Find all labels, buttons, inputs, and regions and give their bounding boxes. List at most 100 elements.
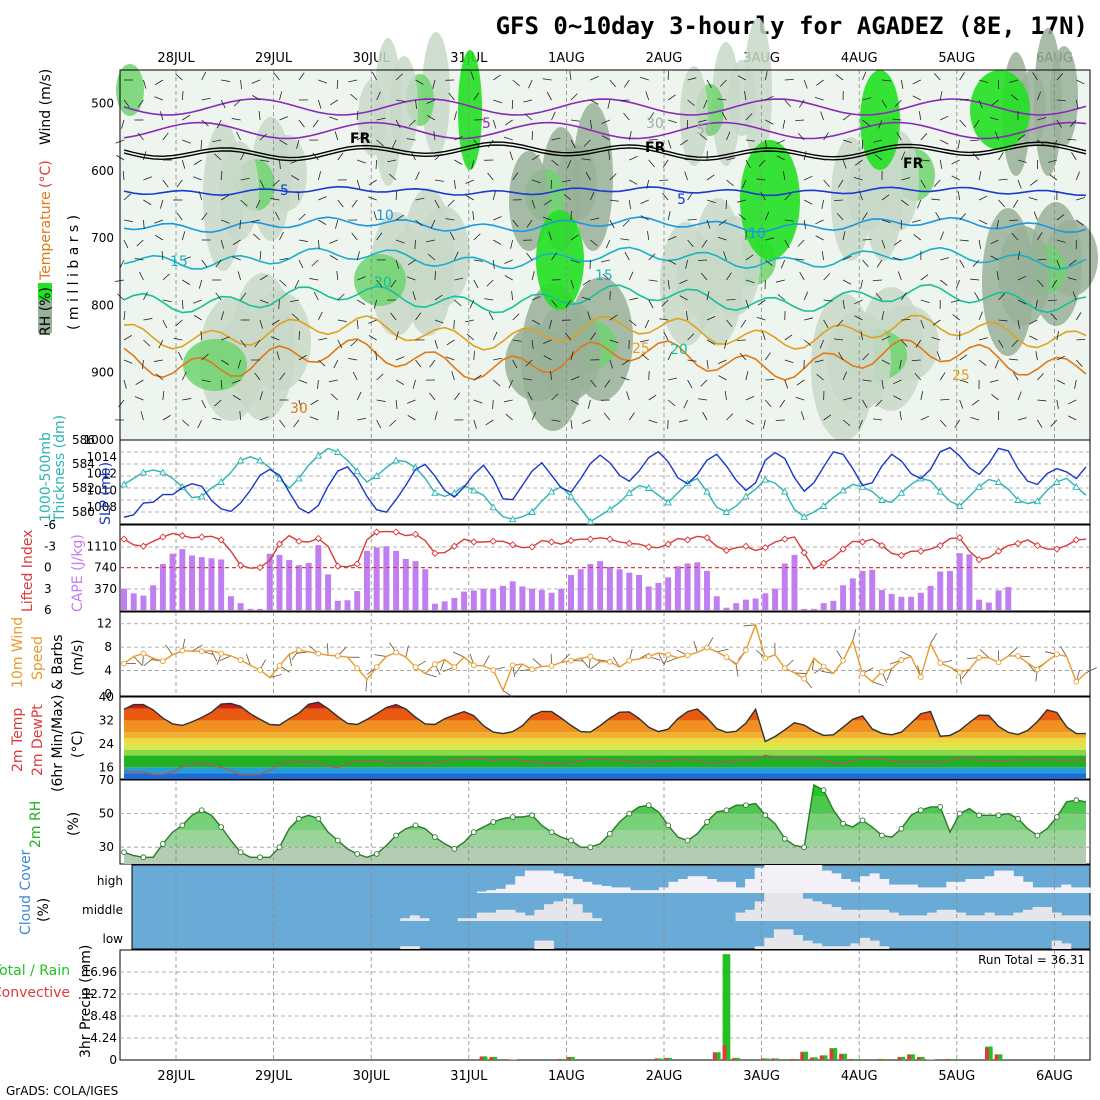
wind-barb-18-7 bbox=[298, 213, 306, 221]
wind-barb-24-17 bbox=[357, 417, 367, 421]
cloud-high-38 bbox=[496, 888, 507, 893]
wind-barb-44-7 bbox=[542, 216, 552, 221]
precip-conv-label: Convective bbox=[0, 985, 70, 1001]
bottom-date-2AUG: 2AUG bbox=[646, 1069, 683, 1084]
wind-barb-82-3 bbox=[920, 133, 928, 141]
wind-barb-90-6 bbox=[998, 199, 1005, 207]
rh2m-point-84 bbox=[937, 804, 944, 810]
wind-barb-20-0 bbox=[318, 79, 327, 84]
wind-barb-58-10 bbox=[679, 279, 688, 285]
wind-barb-72-3 bbox=[823, 132, 829, 141]
wind-barb-88-4 bbox=[972, 153, 980, 161]
cloud-high-41 bbox=[524, 870, 535, 893]
wind-barb-46-3 bbox=[570, 139, 576, 149]
wind-barb-96-11 bbox=[1047, 299, 1057, 302]
rh2m-tick-30: 30 bbox=[99, 840, 114, 854]
wind-barb-32-8 bbox=[426, 239, 436, 243]
run-total: Run Total = 36.31 bbox=[978, 953, 1085, 967]
wind-barb-38-9 bbox=[492, 259, 495, 269]
rh2m-point-38 bbox=[490, 819, 497, 825]
wind-barb-86-0 bbox=[959, 72, 965, 81]
wind10-point-90 bbox=[995, 659, 1002, 666]
rh2m-point-72 bbox=[820, 787, 827, 793]
wind-barb-28-1 bbox=[396, 99, 406, 102]
slp-label: SLP (mb) bbox=[98, 462, 114, 525]
wind-barb-46-1 bbox=[570, 93, 578, 101]
wind-barb-84-4 bbox=[939, 159, 943, 169]
wind-barb-26-5 bbox=[368, 179, 377, 186]
lifted-index-point-88 bbox=[975, 556, 983, 564]
wind-barb-16-15 bbox=[279, 372, 286, 381]
cape-bar-48 bbox=[587, 564, 594, 610]
cape-bar-77 bbox=[869, 569, 876, 610]
thickness-tick-584: 584 bbox=[72, 457, 95, 471]
wind-barb-14-7 bbox=[251, 219, 261, 223]
wind-barb-98-3 bbox=[1067, 138, 1077, 141]
temperature-contours bbox=[123, 98, 1087, 381]
wind10-point-62 bbox=[723, 654, 730, 660]
precip-conv-bar-63 bbox=[732, 1058, 737, 1060]
wind-barb-18-12 bbox=[291, 313, 300, 321]
bottom-date-axis: 28JUL 29JUL 30JUL 31JUL 1AUG 2AUG 3AUG 4AUG 5AUG… bbox=[157, 1069, 1072, 1084]
cloud-high-43 bbox=[543, 870, 554, 893]
wind-barb-66-1 bbox=[765, 95, 774, 101]
wind-barb-30-14 bbox=[415, 359, 422, 368]
cloud-middle-83 bbox=[927, 912, 938, 921]
wind-barb-0-2 bbox=[121, 119, 125, 129]
wind-barb-88-17 bbox=[970, 416, 980, 421]
wind10-barb-75 bbox=[852, 629, 857, 641]
wind-barb-62-2 bbox=[721, 112, 727, 121]
rh2m-point-26 bbox=[373, 851, 380, 857]
cloud-high-76 bbox=[860, 876, 871, 893]
wind10-speed-label: Speed bbox=[30, 636, 46, 680]
wind-barb-74-17 bbox=[842, 419, 851, 426]
wind-barb-80-3 bbox=[896, 132, 902, 141]
precip-conv-bar-66 bbox=[761, 1058, 766, 1060]
wind-barb-60-0 bbox=[706, 79, 712, 88]
cloud-middle-37 bbox=[486, 912, 497, 921]
rh2m-point-80 bbox=[898, 825, 905, 832]
wind-barb-6-8 bbox=[181, 231, 186, 241]
wind-barb-84-1 bbox=[939, 91, 943, 101]
wind-barb-20-7 bbox=[318, 219, 327, 225]
wind-barb-98-11 bbox=[1072, 291, 1077, 301]
pressure-tick-700: 700 bbox=[91, 231, 114, 245]
wind-barb-10-11 bbox=[215, 292, 222, 301]
wind-barb-6-10 bbox=[182, 279, 191, 286]
thickness-unit-label: Thickness (dm) bbox=[52, 415, 68, 523]
wind-barb-62-15 bbox=[718, 375, 727, 381]
wind-barb-94-11 bbox=[1035, 299, 1038, 309]
wind10-barb-9 bbox=[211, 650, 218, 662]
wind-barb-76-0 bbox=[862, 71, 867, 81]
wind-barb-64-10 bbox=[745, 279, 755, 284]
wind-barb-6-9 bbox=[182, 256, 191, 261]
wind-barb-90-15 bbox=[989, 379, 999, 383]
cloud-middle-36 bbox=[476, 912, 487, 921]
wind-barb-2-10 bbox=[139, 271, 144, 281]
wind-barb-36-0 bbox=[470, 71, 475, 81]
cloud-low-29 bbox=[409, 946, 420, 949]
wind-barb-54-6 bbox=[640, 199, 649, 205]
wind-barb-62-5 bbox=[726, 179, 734, 186]
wind-barb-40-0 bbox=[512, 79, 520, 87]
wind-label: Wind (m/s) bbox=[38, 69, 54, 145]
wind-barb-74-3 bbox=[842, 139, 852, 144]
lifted-index-point-54 bbox=[645, 543, 653, 551]
wind10-barb-43 bbox=[532, 658, 543, 667]
thickness-point-76 bbox=[858, 482, 867, 490]
cloud-middle-44 bbox=[553, 901, 564, 921]
wind-barb-2-8 bbox=[136, 239, 144, 247]
wind-barb-0-8 bbox=[123, 239, 129, 249]
rh2m-point-22 bbox=[334, 837, 341, 844]
wind-barb-12-14 bbox=[237, 359, 241, 369]
wind-barb-48-13 bbox=[590, 332, 596, 341]
wind-barb-38-10 bbox=[486, 279, 494, 287]
wind10-point-40 bbox=[509, 662, 516, 669]
wind-barb-70-13 bbox=[803, 339, 812, 346]
wind-barb-56-14 bbox=[667, 351, 673, 361]
cloud-high-87 bbox=[965, 879, 976, 893]
wind-barb-30-16 bbox=[407, 399, 416, 404]
cloud-middle-75 bbox=[850, 909, 861, 921]
wind-barb-76-12 bbox=[854, 315, 863, 321]
